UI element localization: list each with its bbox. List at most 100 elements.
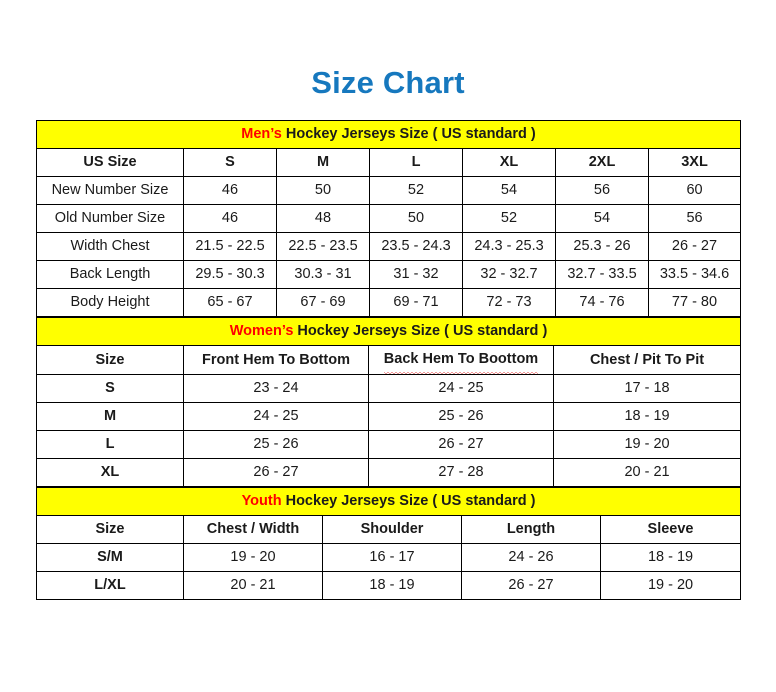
table-row: M 24 - 25 25 - 26 18 - 19 bbox=[36, 402, 742, 431]
mens-cell-2-2: 23.5 - 24.3 bbox=[369, 232, 463, 261]
youth-col-0: Size bbox=[36, 515, 184, 544]
size-tables-container: Men’s Hockey Jerseys Size ( US standard … bbox=[35, 120, 742, 600]
womens-cell-1-1: 25 - 26 bbox=[368, 402, 554, 431]
table-banner-row: Women’s Hockey Jerseys Size ( US standar… bbox=[35, 317, 742, 346]
mens-col-2: M bbox=[276, 148, 370, 177]
youth-cell-0-1: 16 - 17 bbox=[322, 543, 462, 572]
womens-col-2: Back Hem To Boottom bbox=[368, 345, 554, 375]
mens-cell-1-2: 50 bbox=[369, 204, 463, 233]
womens-col-0: Size bbox=[36, 345, 184, 375]
table-row: L/XL 20 - 21 18 - 19 26 - 27 19 - 20 bbox=[36, 571, 742, 600]
mens-size-table: Men’s Hockey Jerseys Size ( US standard … bbox=[35, 120, 742, 317]
mens-col-5: 2XL bbox=[555, 148, 649, 177]
womens-cell-1-2: 18 - 19 bbox=[552, 402, 742, 431]
womens-row-0-label: S bbox=[36, 374, 184, 403]
mens-cell-3-2: 31 - 32 bbox=[369, 260, 463, 289]
youth-cell-1-1: 18 - 19 bbox=[322, 571, 462, 600]
youth-size-table: Youth Hockey Jerseys Size ( US standard … bbox=[35, 487, 742, 600]
mens-col-6: 3XL bbox=[647, 148, 742, 177]
mens-row-2-label: Width Chest bbox=[36, 232, 184, 261]
youth-cell-1-0: 20 - 21 bbox=[183, 571, 323, 600]
youth-row-0-label: S/M bbox=[36, 543, 184, 572]
youth-cell-0-0: 19 - 20 bbox=[183, 543, 323, 572]
mens-cell-0-3: 54 bbox=[462, 176, 556, 205]
mens-col-4: XL bbox=[462, 148, 556, 177]
youth-cell-0-2: 24 - 26 bbox=[461, 543, 601, 572]
mens-cell-0-2: 52 bbox=[369, 176, 463, 205]
youth-col-2: Shoulder bbox=[322, 515, 462, 544]
mens-cell-1-1: 48 bbox=[276, 204, 370, 233]
womens-cell-0-1: 24 - 25 bbox=[368, 374, 554, 403]
youth-cell-1-3: 19 - 20 bbox=[599, 571, 742, 600]
mens-cell-1-4: 54 bbox=[555, 204, 649, 233]
mens-row-3-label: Back Length bbox=[36, 260, 184, 289]
table-banner-row: Men’s Hockey Jerseys Size ( US standard … bbox=[35, 120, 742, 149]
mens-cell-0-1: 50 bbox=[276, 176, 370, 205]
mens-cell-4-3: 72 - 73 bbox=[462, 288, 556, 317]
table-row: New Number Size 46 50 52 54 56 60 bbox=[36, 176, 742, 205]
womens-col-3: Chest / Pit To Pit bbox=[552, 345, 742, 375]
womens-banner: Women’s Hockey Jerseys Size ( US standar… bbox=[35, 317, 742, 346]
mens-row-1-label: Old Number Size bbox=[36, 204, 184, 233]
mens-cell-3-0: 29.5 - 30.3 bbox=[183, 260, 277, 289]
table-banner-row: Youth Hockey Jerseys Size ( US standard … bbox=[35, 487, 742, 516]
youth-banner-accent: Youth bbox=[241, 493, 282, 509]
table-header-row: US Size S M L XL 2XL 3XL bbox=[36, 148, 742, 177]
mens-row-0-label: New Number Size bbox=[36, 176, 184, 205]
youth-banner-rest: Hockey Jerseys Size ( US standard ) bbox=[281, 493, 536, 509]
womens-col-2-misspelled-text: Back Hem To Boottom bbox=[383, 347, 539, 374]
youth-row-1-label: L/XL bbox=[36, 571, 184, 600]
mens-cell-0-5: 60 bbox=[647, 176, 742, 205]
mens-row-4-label: Body Height bbox=[36, 288, 184, 317]
mens-cell-2-1: 22.5 - 23.5 bbox=[276, 232, 370, 261]
mens-cell-0-4: 56 bbox=[555, 176, 649, 205]
mens-cell-4-1: 67 - 69 bbox=[276, 288, 370, 317]
mens-cell-4-2: 69 - 71 bbox=[369, 288, 463, 317]
mens-cell-3-3: 32 - 32.7 bbox=[462, 260, 556, 289]
mens-cell-3-4: 32.7 - 33.5 bbox=[555, 260, 649, 289]
womens-cell-2-2: 19 - 20 bbox=[552, 430, 742, 459]
womens-banner-accent: Women’s bbox=[229, 323, 294, 339]
table-row: Back Length 29.5 - 30.3 30.3 - 31 31 - 3… bbox=[36, 260, 742, 289]
mens-cell-2-3: 24.3 - 25.3 bbox=[462, 232, 556, 261]
youth-col-1: Chest / Width bbox=[183, 515, 323, 544]
mens-cell-1-5: 56 bbox=[647, 204, 742, 233]
table-row: Width Chest 21.5 - 22.5 22.5 - 23.5 23.5… bbox=[36, 232, 742, 261]
table-row: Old Number Size 46 48 50 52 54 56 bbox=[36, 204, 742, 233]
mens-cell-2-0: 21.5 - 22.5 bbox=[183, 232, 277, 261]
mens-cell-3-1: 30.3 - 31 bbox=[276, 260, 370, 289]
table-row: XL 26 - 27 27 - 28 20 - 21 bbox=[36, 458, 742, 487]
mens-banner: Men’s Hockey Jerseys Size ( US standard … bbox=[35, 120, 742, 149]
mens-cell-2-5: 26 - 27 bbox=[647, 232, 742, 261]
mens-cell-4-5: 77 - 80 bbox=[647, 288, 742, 317]
mens-cell-0-0: 46 bbox=[183, 176, 277, 205]
youth-banner: Youth Hockey Jerseys Size ( US standard … bbox=[35, 487, 742, 516]
womens-cell-0-0: 23 - 24 bbox=[183, 374, 369, 403]
womens-col-1: Front Hem To Bottom bbox=[183, 345, 369, 375]
mens-cell-3-5: 33.5 - 34.6 bbox=[647, 260, 742, 289]
womens-cell-0-2: 17 - 18 bbox=[552, 374, 742, 403]
womens-size-table: Women’s Hockey Jerseys Size ( US standar… bbox=[35, 317, 742, 487]
table-row: S/M 19 - 20 16 - 17 24 - 26 18 - 19 bbox=[36, 543, 742, 572]
table-row: L 25 - 26 26 - 27 19 - 20 bbox=[36, 430, 742, 459]
youth-col-4: Sleeve bbox=[599, 515, 742, 544]
mens-col-1: S bbox=[183, 148, 277, 177]
table-header-row: Size Chest / Width Shoulder Length Sleev… bbox=[36, 515, 742, 544]
table-header-row: Size Front Hem To Bottom Back Hem To Boo… bbox=[36, 345, 742, 375]
mens-cell-1-3: 52 bbox=[462, 204, 556, 233]
table-row: Body Height 65 - 67 67 - 69 69 - 71 72 -… bbox=[36, 288, 742, 317]
womens-row-3-label: XL bbox=[36, 458, 184, 487]
mens-banner-rest: Hockey Jerseys Size ( US standard ) bbox=[281, 126, 536, 142]
womens-cell-3-0: 26 - 27 bbox=[183, 458, 369, 487]
womens-row-2-label: L bbox=[36, 430, 184, 459]
mens-cell-4-4: 74 - 76 bbox=[555, 288, 649, 317]
womens-cell-1-0: 24 - 25 bbox=[183, 402, 369, 431]
womens-cell-3-2: 20 - 21 bbox=[552, 458, 742, 487]
mens-col-3: L bbox=[369, 148, 463, 177]
womens-row-1-label: M bbox=[36, 402, 184, 431]
mens-cell-1-0: 46 bbox=[183, 204, 277, 233]
womens-cell-2-1: 26 - 27 bbox=[368, 430, 554, 459]
youth-col-3: Length bbox=[461, 515, 601, 544]
youth-cell-1-2: 26 - 27 bbox=[461, 571, 601, 600]
